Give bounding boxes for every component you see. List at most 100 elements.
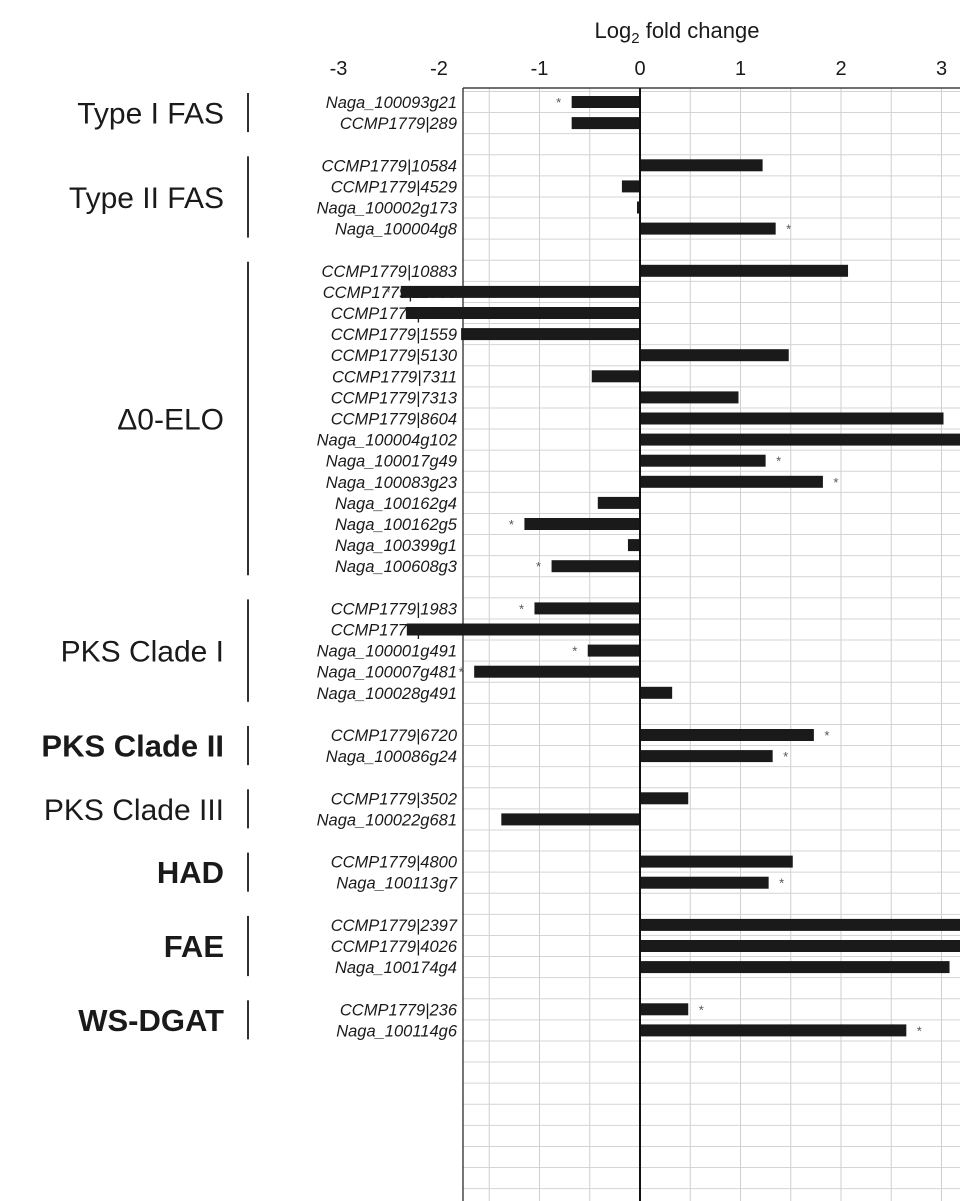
gene-label: CCMP1779|7313: [331, 389, 458, 407]
gene-label: Naga_100114g6: [336, 1022, 458, 1040]
bar: [640, 729, 814, 741]
bar: [640, 454, 766, 467]
gene-label: CCMP1779|4026: [331, 938, 458, 956]
bar: [627, 539, 640, 552]
gene-label: Naga_100399g1: [335, 537, 457, 555]
gene-label: Naga_100004g8: [335, 221, 458, 239]
bar: [587, 644, 640, 657]
bar: [461, 328, 640, 341]
significance-marker: *: [917, 1023, 922, 1038]
bar: [640, 876, 769, 889]
group-label: HAD: [157, 855, 224, 890]
gene-label: CCMP1779|7311: [332, 368, 457, 386]
x-tick-label: 0: [634, 58, 645, 80]
gene-label: Naga_100017g49: [326, 453, 457, 471]
significance-marker: *: [776, 454, 781, 469]
bar: [640, 940, 960, 952]
gene-label: CCMP1779|6720: [331, 727, 458, 745]
bar: [640, 391, 739, 404]
gene-label: Naga_100001g491: [317, 643, 457, 661]
gene-label: CCMP1779|289: [340, 115, 457, 133]
bar: [640, 750, 773, 763]
x-tick-label: 2: [835, 58, 846, 80]
gene-label: CCMP1779|5130: [331, 347, 458, 365]
gene-label: Naga_100113g7: [336, 875, 458, 893]
gene-label: CCMP1779|10584: [322, 157, 457, 175]
gene-label: CCMP1779|11733: [323, 284, 458, 302]
gene-label: CCMP1779|1345: [331, 305, 458, 323]
significance-marker: *: [385, 285, 390, 300]
bar: [524, 518, 640, 530]
significance-marker: *: [536, 559, 541, 574]
x-tick-label: 3: [936, 58, 947, 80]
gene-label: CCMP1779|4529: [331, 178, 457, 196]
bar: [640, 475, 823, 488]
bar: [597, 496, 640, 509]
gene-label: CCMP1779|3502: [331, 790, 457, 808]
gene-label: Naga_100162g4: [335, 495, 457, 513]
bar: [636, 201, 640, 214]
bar: [551, 560, 640, 573]
bar: [640, 961, 950, 974]
significance-marker: *: [509, 517, 514, 532]
group-label: WS-DGAT: [78, 1003, 224, 1038]
x-axis-title-base: Log: [595, 18, 632, 43]
gene-label: Naga_100004g102: [317, 432, 457, 450]
significance-marker: *: [824, 728, 829, 743]
bar: [405, 307, 640, 319]
bar: [591, 370, 640, 383]
gene-label: Naga_100174g4: [335, 959, 457, 977]
gene-label: Naga_100002g173: [317, 200, 458, 218]
bar: [400, 285, 640, 298]
gene-label: CCMP1779|2495: [331, 622, 458, 640]
group-label: PKS Clade I: [61, 636, 224, 669]
significance-marker: *: [572, 644, 577, 659]
axis-layer: Log2 fold change -3-2-1012345: [330, 18, 960, 1201]
group-label: PKS Clade II: [41, 729, 224, 764]
significance-marker: *: [786, 222, 791, 237]
significance-marker: *: [783, 749, 788, 764]
group-label: Type I FAS: [77, 98, 224, 131]
bar: [640, 349, 789, 362]
bar: [534, 602, 640, 615]
x-axis-title-subscript: 2: [631, 30, 639, 47]
bar: [640, 1003, 689, 1016]
group-label: PKS Clade III: [44, 794, 224, 827]
gene-label: CCMP1779|1559: [331, 326, 457, 344]
x-tick-label: -2: [430, 58, 448, 80]
bar: [640, 792, 689, 805]
gene-label: Naga_100086g24: [326, 748, 457, 766]
gene-label: CCMP1779|236: [340, 1001, 458, 1019]
group-label: Δ0-ELO: [117, 404, 224, 437]
gene-label: CCMP1779|2397: [331, 917, 458, 935]
bar: [621, 180, 640, 193]
x-axis-title-rest: fold change: [640, 18, 760, 43]
bar: [406, 623, 640, 636]
label-layer: Naga_100093g21 * CCMP1779|289 CCMP1779|1058…: [41, 93, 922, 1040]
bar: [640, 222, 776, 235]
gene-label: Naga_100608g3: [335, 558, 458, 576]
bar: [640, 264, 849, 277]
gene-label: CCMP1779|8604: [331, 411, 457, 429]
significance-marker: *: [833, 475, 838, 490]
bar: [640, 918, 960, 931]
bar: [501, 813, 640, 826]
bar-layer: [400, 96, 960, 1037]
bar: [640, 855, 793, 868]
bar: [640, 686, 673, 699]
x-tick-label: 1: [735, 58, 746, 80]
bar: [571, 117, 640, 130]
significance-marker: *: [556, 95, 561, 110]
significance-marker: *: [699, 1002, 704, 1017]
significance-marker: *: [779, 876, 784, 891]
x-tick-label: -3: [330, 58, 348, 80]
gene-label: Naga_100022g681: [317, 811, 457, 829]
bar: [640, 1024, 907, 1037]
bar: [571, 96, 640, 108]
gene-label: Naga_100083g23: [326, 474, 458, 492]
x-axis-title: Log2 fold change: [595, 18, 760, 47]
gene-label: CCMP1779|1983: [331, 600, 458, 618]
x-tick-label: -1: [531, 58, 549, 80]
gene-label: Naga_100007g481: [317, 664, 457, 682]
bar: [640, 412, 944, 425]
